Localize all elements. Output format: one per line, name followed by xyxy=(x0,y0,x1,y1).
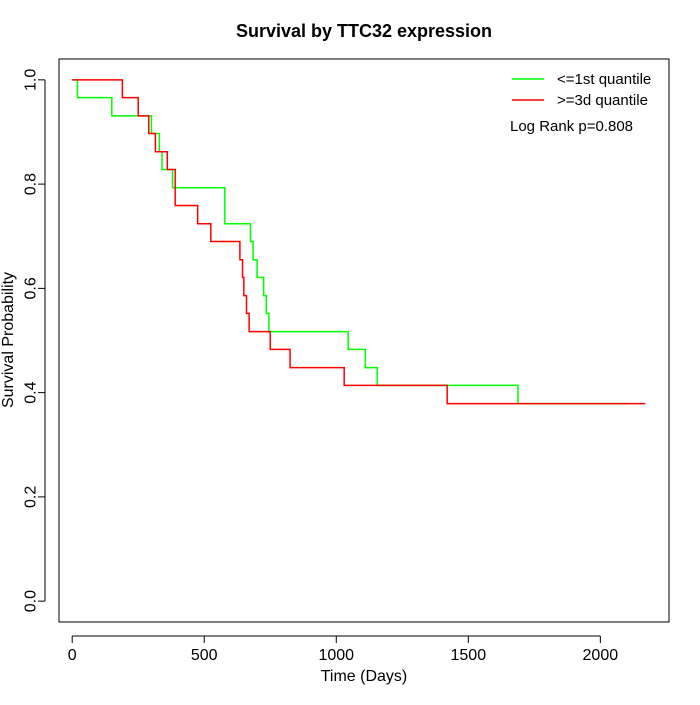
y-tick-label: 0.4 xyxy=(23,381,40,403)
y-tick-label: 0.0 xyxy=(23,590,40,612)
series-line-low-quantile xyxy=(72,79,627,405)
legend: <=1st quantile >=3d quantile xyxy=(512,71,651,109)
y-tick-label: 0.2 xyxy=(23,486,40,508)
plot-frame xyxy=(58,58,670,623)
x-tick-label: 1000 xyxy=(318,647,354,664)
x-tick-label: 2000 xyxy=(583,647,619,664)
legend-label-high: >=3d quantile xyxy=(557,92,648,109)
survival-curves xyxy=(72,79,646,405)
log-rank-annotation: Log Rank p=0.808 xyxy=(510,118,633,135)
x-tick-label: 500 xyxy=(191,647,218,664)
y-axis-label: Survival Probability xyxy=(0,272,17,408)
x-tick-label: 0 xyxy=(68,647,77,664)
x-axis: 0 500 1000 1500 2000 xyxy=(68,635,619,664)
y-axis: 0.0 0.2 0.4 0.6 0.8 1.0 xyxy=(23,69,46,612)
y-tick-label: 0.8 xyxy=(23,173,40,195)
series-line-high-quantile xyxy=(72,79,646,405)
x-axis-label: Time (Days) xyxy=(321,668,408,685)
x-tick-label: 1500 xyxy=(451,647,487,664)
y-tick-label: 0.6 xyxy=(23,277,40,299)
y-tick-label: 1.0 xyxy=(23,69,40,91)
legend-label-low: <=1st quantile xyxy=(557,71,651,88)
chart-title: Survival by TTC32 expression xyxy=(236,21,492,41)
